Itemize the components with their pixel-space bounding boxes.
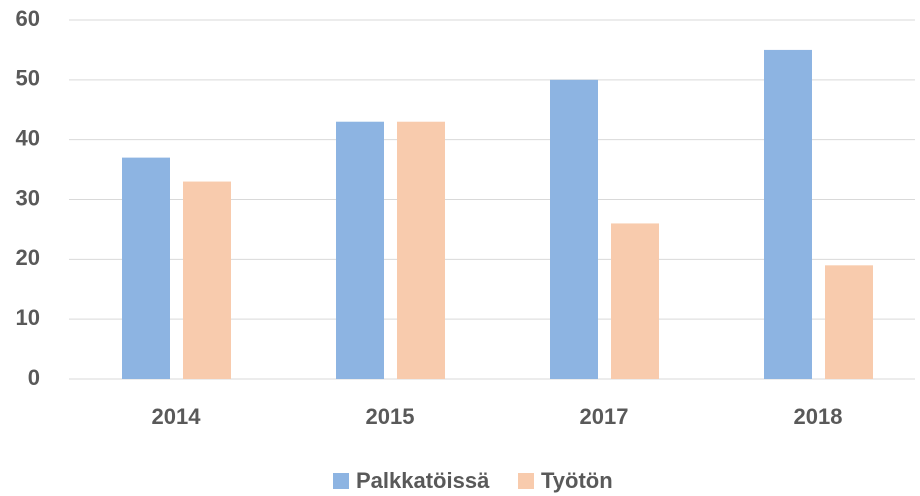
bar: [122, 157, 170, 379]
bar: [611, 223, 659, 379]
legend-swatch: [518, 473, 534, 489]
legend-swatch: [333, 473, 349, 489]
bar: [764, 49, 812, 380]
legend-label: Työtön: [541, 468, 613, 493]
legend-label: Palkkatöissä: [356, 468, 490, 493]
x-tick-label: 2017: [580, 404, 629, 429]
x-tick-label: 2018: [794, 404, 843, 429]
y-tick-label: 50: [16, 66, 40, 91]
bar: [550, 79, 598, 379]
y-tick-label: 40: [16, 125, 40, 150]
y-tick-label: 0: [28, 365, 40, 390]
y-tick-label: 60: [16, 6, 40, 31]
bar: [336, 121, 384, 379]
x-tick-label: 2015: [366, 404, 415, 429]
y-tick-label: 30: [16, 185, 40, 210]
y-tick-label: 20: [16, 245, 40, 270]
y-tick-label: 10: [16, 305, 40, 330]
bar: [183, 181, 231, 379]
x-tick-label: 2014: [152, 404, 202, 429]
bar: [397, 121, 445, 379]
bar: [825, 265, 873, 379]
